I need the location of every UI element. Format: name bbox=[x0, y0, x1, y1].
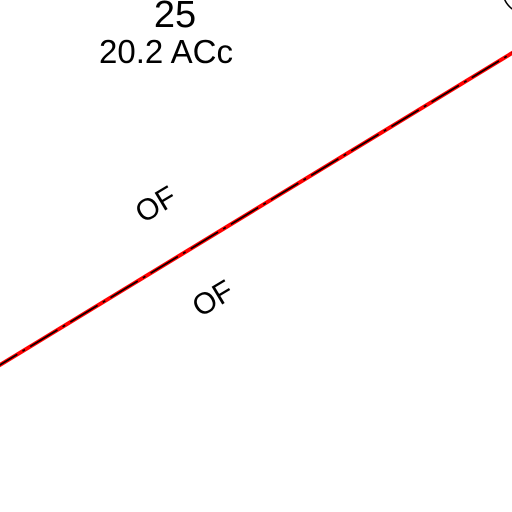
parcel-area-label: 20.2 ACc bbox=[99, 33, 233, 70]
boundary-label-lower: OF bbox=[187, 274, 240, 324]
boundary-line[interactable] bbox=[0, 47, 512, 371]
boundary-label-upper: OF bbox=[130, 180, 183, 230]
parcel-number-label: 25 bbox=[154, 0, 196, 36]
boundary-line-dash bbox=[0, 52, 512, 366]
corner-marker-circle bbox=[504, 0, 512, 10]
